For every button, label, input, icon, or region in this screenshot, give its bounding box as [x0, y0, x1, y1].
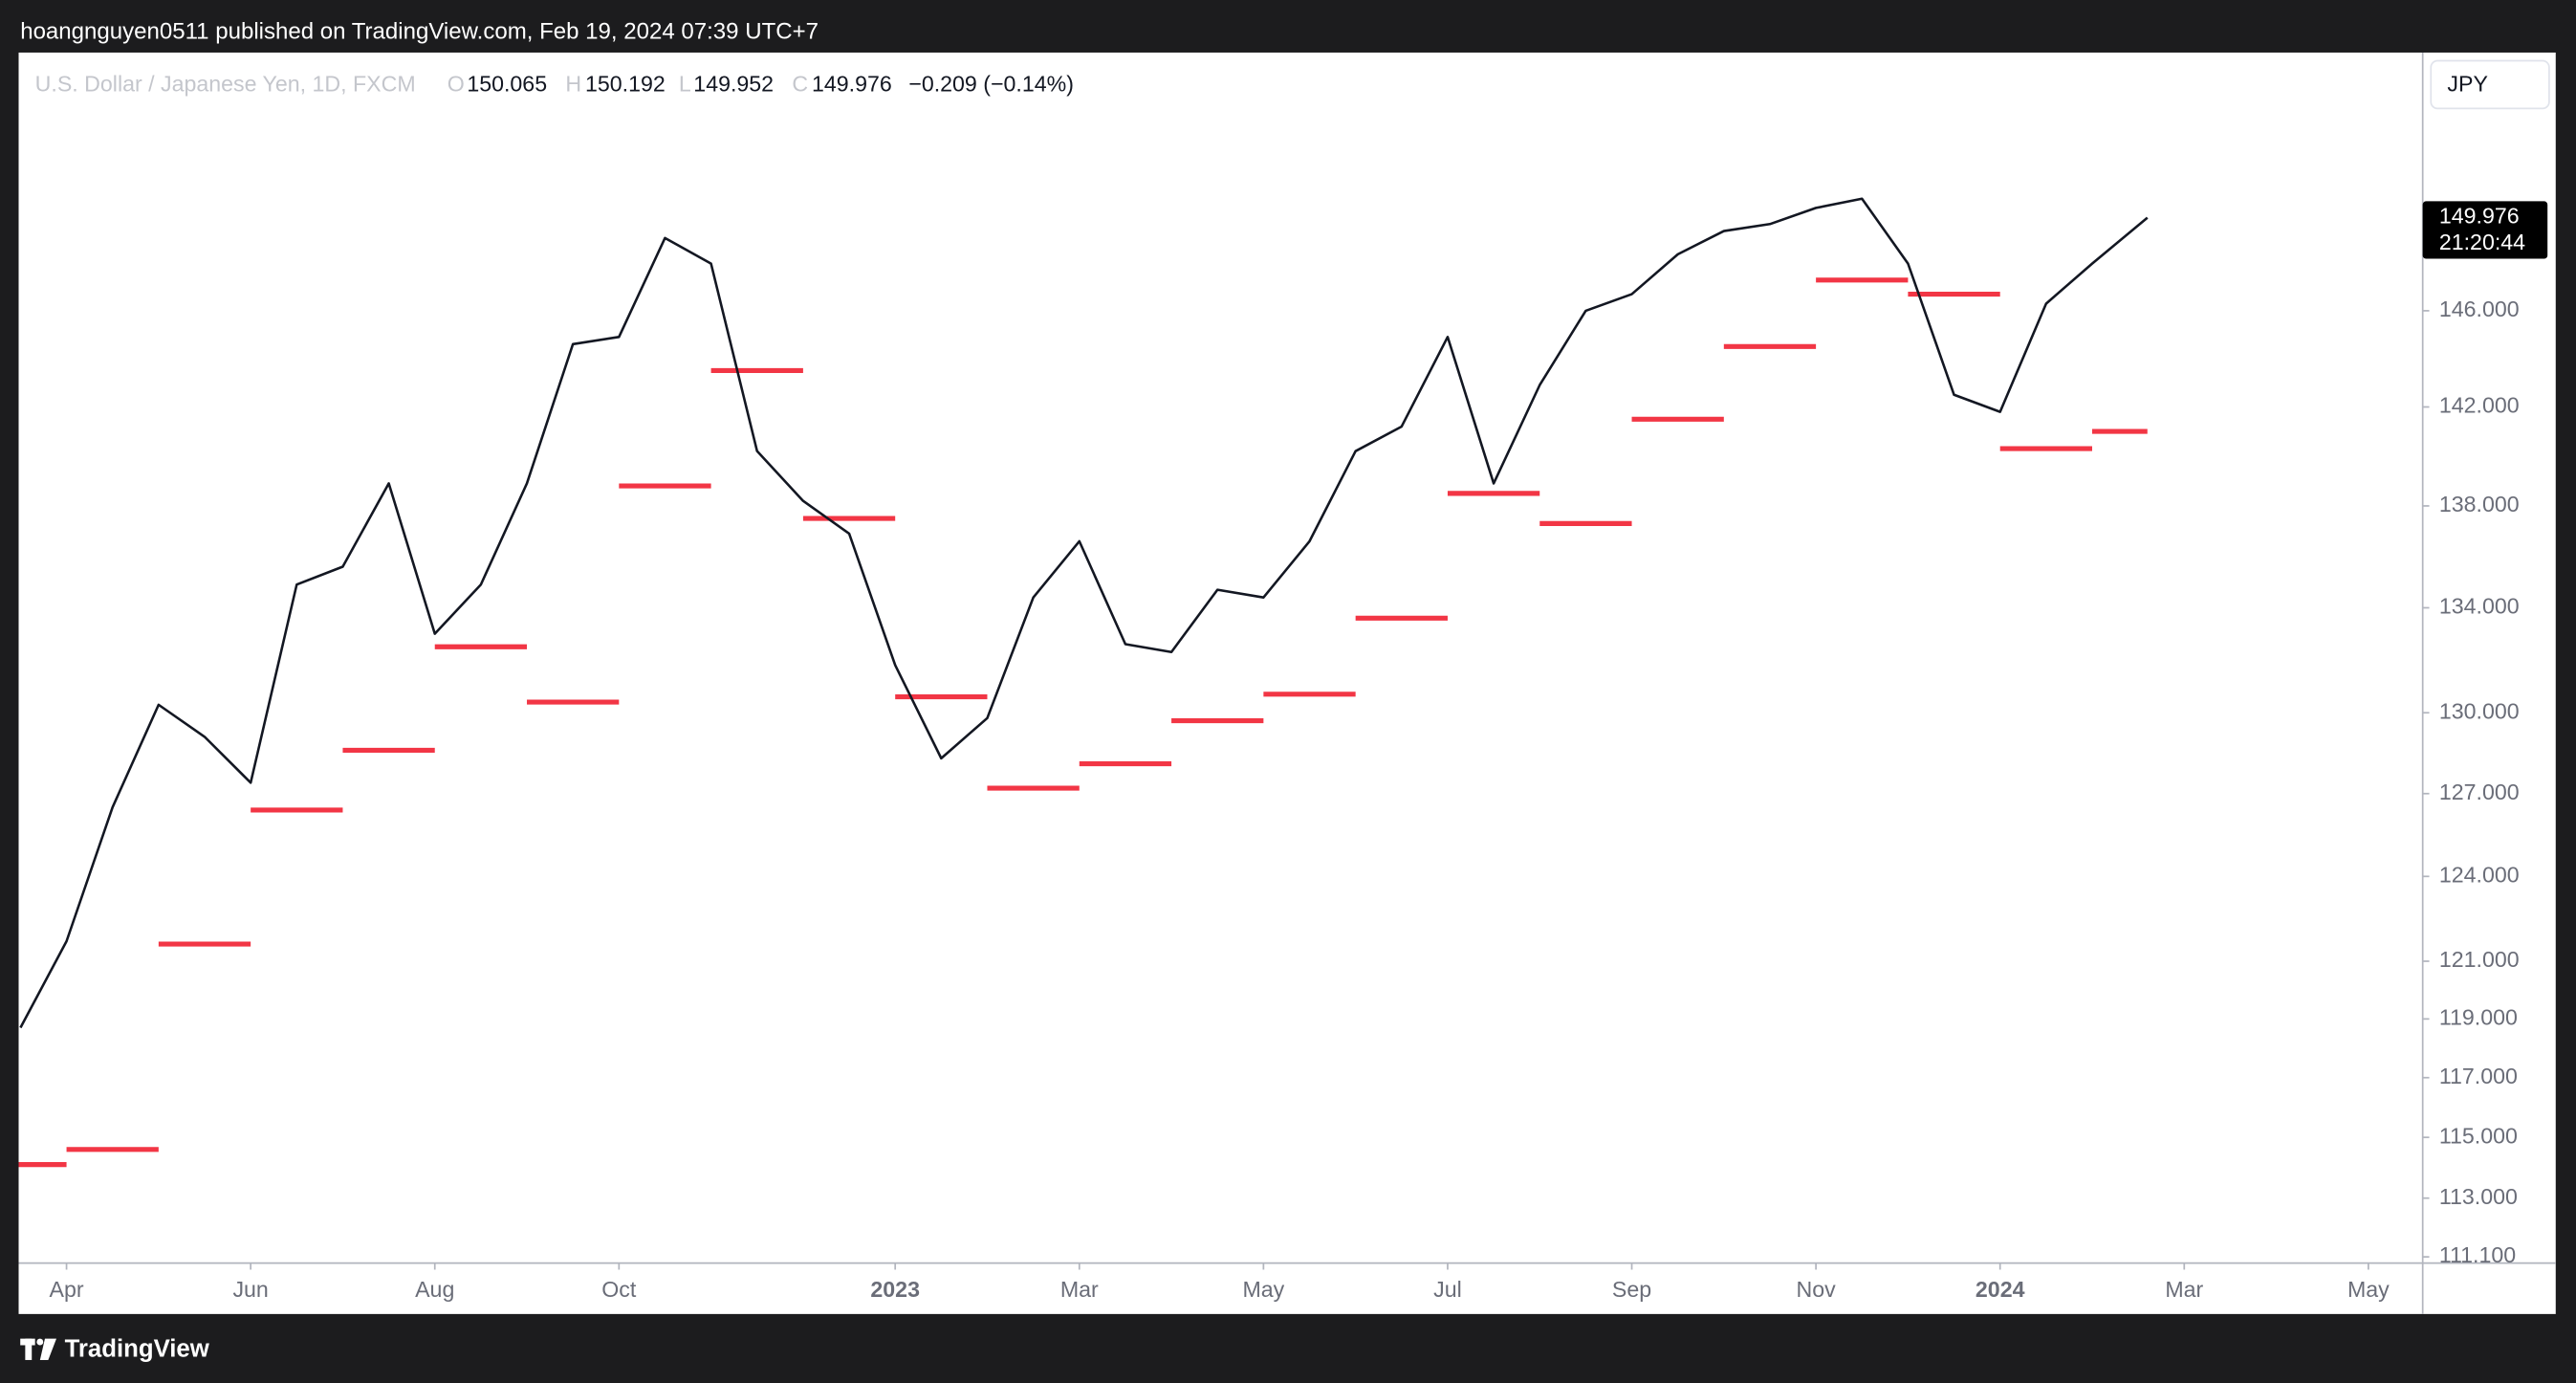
x-tick-label: Apr [50, 1277, 84, 1302]
y-tick-label: 115.000 [2439, 1123, 2518, 1148]
ohlc-value: 150.192 [585, 71, 666, 96]
plot [18, 197, 2149, 1168]
x-tick-label: May [1242, 1277, 1284, 1302]
price-line [19, 197, 2149, 1029]
x-tick-label: Mar [1060, 1277, 1099, 1302]
price-tag [2422, 201, 2548, 259]
y-tick-label: 138.000 [2439, 492, 2520, 516]
x-tick-label: Jun [232, 1277, 268, 1302]
currency-button[interactable] [2430, 59, 2550, 110]
y-tick-label: 113.000 [2439, 1184, 2518, 1209]
ohlc-letter: L [679, 71, 691, 96]
publisher: hoangnguyen0511 published on TradingView… [20, 19, 819, 45]
x-tick-label: Aug [415, 1277, 454, 1302]
x-tick-label: Oct [601, 1277, 637, 1302]
chart-area [18, 52, 2556, 1314]
ohlc-value: 149.976 [812, 71, 892, 96]
y-tick-label: 121.000 [2439, 947, 2520, 972]
price-tag-value: 149.976 [2439, 204, 2520, 229]
x-tick-label: 2024 [1976, 1277, 2025, 1302]
x-tick-label: May [2347, 1277, 2390, 1302]
logo-part [25, 1338, 33, 1360]
y-tick-label: 134.000 [2439, 594, 2520, 619]
x-tick-label: Nov [1797, 1277, 1837, 1302]
ohlc-value: 150.065 [467, 71, 547, 96]
x-tick-label: Mar [2165, 1277, 2203, 1302]
price-tag-countdown: 21:20:44 [2439, 230, 2525, 254]
y-tick-label: 117.000 [2439, 1064, 2518, 1088]
logo [20, 1338, 56, 1360]
x-tick-label: 2023 [870, 1277, 920, 1302]
y-tick-label: 124.000 [2439, 862, 2520, 887]
change: −0.209 (−0.14%) [908, 71, 1074, 96]
logo-part [36, 1338, 44, 1346]
y-tick-label: 142.000 [2439, 393, 2520, 418]
ohlc-letter: O [448, 71, 465, 96]
symbol-title: U.S. Dollar / Japanese Yen, 1D, FXCM [35, 71, 416, 96]
ohlc-value: 149.952 [693, 71, 774, 96]
x-tick-label: Jul [1433, 1277, 1462, 1302]
y-tick-label: 119.000 [2439, 1004, 2518, 1029]
logo-part [39, 1338, 56, 1360]
y-tick-label: 127.000 [2439, 779, 2520, 804]
brand: TradingView [65, 1335, 210, 1362]
y-tick-label: 111.100 [2439, 1242, 2516, 1267]
ohlc-letter: C [792, 71, 808, 96]
currency[interactable]: JPY [2447, 71, 2487, 96]
x-tick-label: Sep [1612, 1277, 1651, 1302]
y-tick-label: 130.000 [2439, 698, 2520, 723]
ohlc-letter: H [565, 71, 581, 96]
y-tick-label: 146.000 [2439, 296, 2520, 321]
